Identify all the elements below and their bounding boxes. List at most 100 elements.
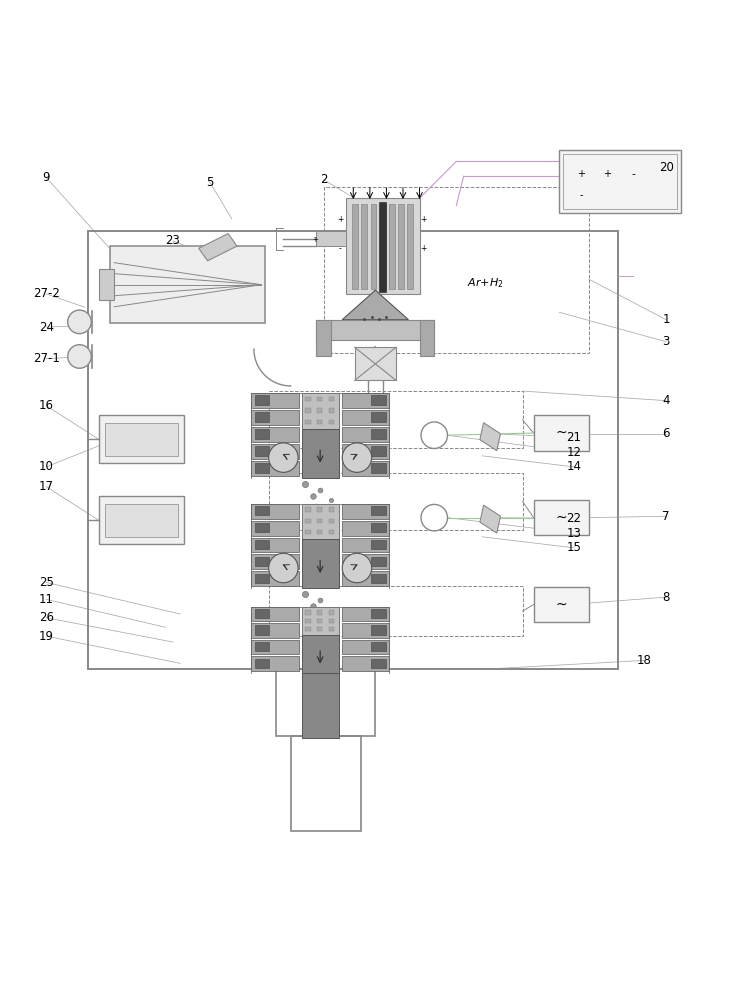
Text: 12: 12	[567, 446, 581, 459]
Bar	[105, 504, 178, 537]
Bar	[372, 463, 386, 473]
Bar	[342, 461, 389, 476]
Bar	[255, 540, 269, 549]
Text: 2: 2	[320, 173, 328, 186]
Bar	[342, 427, 389, 442]
Bar	[342, 640, 389, 654]
Text: 10: 10	[39, 460, 54, 473]
Text: +: +	[420, 215, 426, 224]
Text: 4: 4	[662, 394, 670, 407]
Text: 16: 16	[39, 399, 54, 412]
Text: 21: 21	[567, 431, 581, 444]
Text: -: -	[314, 234, 316, 240]
Bar	[302, 539, 339, 588]
Bar	[372, 412, 386, 422]
Bar	[105, 423, 178, 456]
Polygon shape	[480, 423, 500, 451]
Bar	[251, 640, 299, 654]
Bar	[317, 397, 322, 401]
Bar	[372, 395, 386, 405]
Text: ~: ~	[556, 598, 567, 612]
Text: 11: 11	[39, 593, 54, 606]
Text: 20: 20	[659, 161, 673, 174]
Bar	[305, 408, 311, 413]
Text: 5: 5	[206, 176, 213, 189]
Bar	[269, 391, 523, 448]
Bar	[372, 609, 386, 618]
Bar	[269, 473, 523, 530]
Bar	[255, 412, 269, 422]
Bar	[251, 521, 299, 536]
Circle shape	[68, 345, 91, 368]
Bar	[251, 554, 299, 569]
Bar	[255, 557, 269, 566]
Text: Ar+H$_2$: Ar+H$_2$	[467, 277, 504, 290]
Circle shape	[342, 553, 372, 583]
Bar	[251, 410, 299, 425]
Bar	[372, 540, 386, 549]
Bar	[317, 519, 322, 523]
Bar	[302, 504, 339, 539]
Bar	[317, 420, 322, 424]
Bar	[276, 669, 375, 736]
Bar	[329, 507, 334, 512]
Bar	[346, 198, 420, 294]
Bar	[361, 204, 367, 289]
Bar	[255, 395, 269, 405]
Bar	[99, 269, 114, 300]
Text: +: +	[337, 215, 343, 224]
Bar	[342, 444, 389, 459]
Bar	[305, 519, 311, 523]
Bar	[355, 347, 396, 380]
Bar	[255, 642, 269, 651]
Bar	[372, 642, 386, 651]
Bar	[255, 506, 269, 515]
Circle shape	[342, 443, 372, 472]
Bar	[317, 610, 322, 615]
Text: 18: 18	[637, 654, 651, 667]
Bar	[251, 571, 299, 586]
Text: 1: 1	[662, 313, 670, 326]
Bar	[559, 150, 681, 213]
Bar	[372, 446, 386, 456]
Bar	[302, 607, 339, 635]
Text: 8: 8	[662, 591, 670, 604]
Bar	[88, 231, 618, 669]
Bar	[302, 429, 339, 478]
Bar	[251, 607, 299, 621]
Bar	[342, 656, 389, 671]
Bar	[563, 154, 677, 209]
Text: 9: 9	[43, 171, 50, 184]
Bar	[329, 610, 334, 615]
Bar	[534, 415, 589, 451]
Polygon shape	[199, 234, 237, 261]
Bar	[342, 504, 389, 519]
Bar	[372, 429, 386, 439]
Bar	[316, 320, 331, 356]
Text: 17: 17	[39, 480, 54, 493]
Bar	[342, 607, 389, 621]
Text: 19: 19	[39, 630, 54, 643]
Text: 13: 13	[567, 527, 581, 540]
Text: ~: ~	[556, 426, 567, 440]
Bar	[534, 500, 589, 535]
Bar	[305, 507, 311, 512]
Bar	[342, 521, 389, 536]
Bar	[251, 461, 299, 476]
Bar	[372, 523, 386, 532]
Text: -: -	[580, 190, 583, 200]
Bar	[305, 610, 311, 615]
Bar	[372, 659, 386, 668]
Bar	[372, 506, 386, 515]
Bar	[316, 320, 434, 340]
Bar	[251, 623, 299, 638]
Bar	[342, 554, 389, 569]
Text: 22: 22	[567, 512, 581, 525]
Text: 27-2: 27-2	[33, 287, 60, 300]
Circle shape	[68, 310, 91, 334]
Bar	[380, 204, 386, 289]
Bar	[329, 627, 334, 631]
Bar	[342, 538, 389, 552]
Bar	[291, 736, 361, 831]
Text: +: +	[420, 244, 426, 253]
